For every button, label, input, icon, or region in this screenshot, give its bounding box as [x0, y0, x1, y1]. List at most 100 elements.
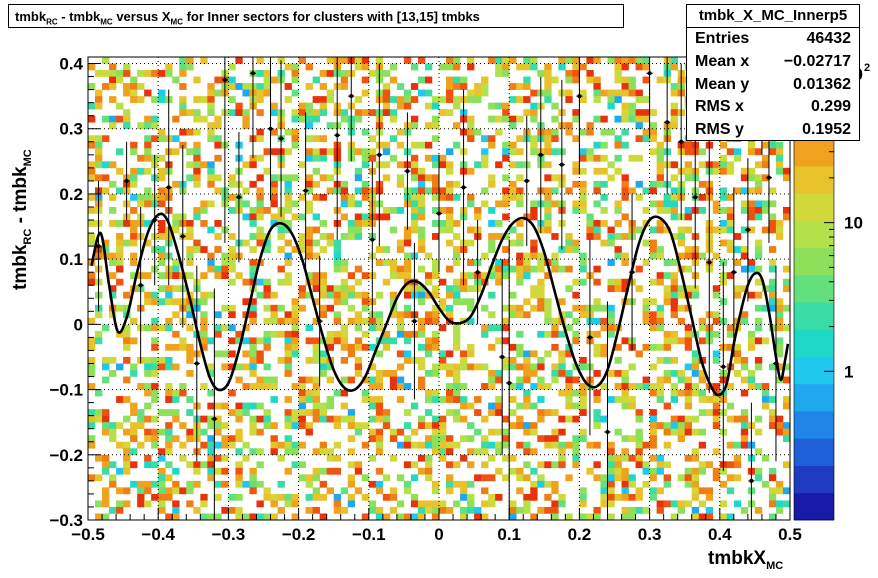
- heatmap-cell: [544, 128, 552, 136]
- heatmap-cell: [340, 213, 349, 221]
- heatmap-cell: [361, 304, 370, 312]
- heatmap-cell: [277, 480, 285, 488]
- heatmap-cell: [186, 343, 194, 351]
- heatmap-cell: [186, 246, 194, 253]
- heatmap-cell: [691, 474, 700, 482]
- heatmap-cell: [431, 259, 440, 266]
- heatmap-cell: [600, 474, 608, 482]
- heatmap-cell: [579, 389, 587, 397]
- heatmap-cell: [565, 96, 573, 103]
- heatmap-cell: [165, 317, 173, 325]
- heatmap-cell: [439, 304, 447, 312]
- heatmap-cell: [642, 109, 650, 116]
- heatmap-cell: [649, 389, 657, 397]
- heatmap-cell: [635, 122, 643, 130]
- heatmap-cell: [663, 461, 671, 469]
- heatmap-cell: [600, 343, 608, 351]
- heatmap-cell: [467, 304, 475, 312]
- heatmap-cell: [88, 83, 96, 90]
- x-tick-label: 0.4: [708, 525, 732, 544]
- heatmap-cell: [635, 428, 643, 436]
- heatmap-cell: [102, 135, 110, 143]
- heatmap-cell: [460, 383, 468, 390]
- heatmap-cell: [439, 109, 447, 116]
- heatmap-cell: [249, 213, 257, 221]
- heatmap-cell: [95, 330, 103, 338]
- heatmap-cell: [495, 324, 503, 332]
- heatmap-cell: [431, 115, 440, 123]
- heatmap-cell: [691, 448, 700, 456]
- heatmap-cell: [270, 448, 278, 456]
- heatmap-cell: [235, 428, 243, 436]
- heatmap-cell: [116, 330, 124, 338]
- heatmap-cell: [326, 363, 334, 371]
- heatmap-cell: [495, 259, 503, 266]
- heatmap-cell: [431, 272, 440, 280]
- heatmap-cell: [649, 454, 657, 462]
- heatmap-cell: [291, 298, 299, 306]
- heatmap-cell: [277, 233, 285, 240]
- heatmap-cell: [474, 128, 482, 136]
- heatmap-cell: [95, 174, 103, 182]
- heatmap-cell: [670, 109, 678, 116]
- heatmap-cell: [572, 278, 580, 286]
- heatmap-cell: [523, 402, 531, 410]
- heatmap-cell: [312, 343, 320, 351]
- heatmap-cell: [431, 513, 440, 521]
- heatmap-cell: [389, 376, 398, 384]
- heatmap-cell: [649, 435, 657, 443]
- heatmap-cell: [88, 233, 96, 240]
- heatmap-cell: [621, 63, 629, 71]
- heatmap-cell: [186, 356, 194, 364]
- heatmap-cell: [621, 89, 629, 97]
- heatmap-cell: [417, 454, 426, 462]
- heatmap-cell: [123, 239, 131, 247]
- heatmap-cell: [565, 128, 573, 136]
- heatmap-cell: [684, 174, 693, 182]
- heatmap-cell: [544, 193, 552, 201]
- heatmap-cell: [754, 291, 763, 299]
- heatmap-cell: [165, 513, 173, 521]
- heatmap-cell: [551, 500, 559, 508]
- heatmap-cell: [102, 461, 110, 469]
- heatmap-cell: [417, 376, 426, 384]
- heatmap-cell: [130, 193, 138, 201]
- heatmap-cell: [677, 415, 685, 423]
- heatmap-cell: [403, 291, 412, 299]
- heatmap-cell: [607, 474, 615, 482]
- heatmap-cell: [572, 389, 580, 397]
- profile-point: [303, 188, 308, 193]
- heatmap-cell: [249, 474, 257, 482]
- heatmap-cell: [144, 324, 152, 332]
- heatmap-cell: [333, 422, 342, 429]
- heatmap-cell: [375, 370, 384, 377]
- heatmap-cell: [768, 500, 777, 508]
- heatmap-cell: [130, 83, 138, 90]
- heatmap-cell: [368, 343, 377, 351]
- heatmap-cell: [446, 83, 454, 90]
- heatmap-cell: [200, 291, 208, 299]
- heatmap-cell: [109, 356, 117, 364]
- heatmap-cell: [775, 343, 784, 351]
- heatmap-cell: [754, 448, 763, 456]
- heatmap-cell: [165, 324, 173, 332]
- heatmap-cell: [228, 441, 236, 449]
- heatmap-cell: [446, 474, 454, 482]
- heatmap-cell: [649, 428, 657, 436]
- heatmap-cell: [733, 350, 742, 358]
- heatmap-cell: [670, 278, 678, 286]
- heatmap-cell: [354, 317, 363, 325]
- heatmap-cell: [446, 213, 454, 221]
- heatmap-cell: [537, 474, 545, 482]
- heatmap-cell: [663, 193, 671, 201]
- heatmap-cell: [439, 454, 447, 462]
- heatmap-cell: [698, 193, 707, 201]
- heatmap-cell: [446, 109, 454, 116]
- heatmap-cell: [242, 200, 250, 208]
- heatmap-cell: [565, 285, 573, 293]
- heatmap-cell: [256, 402, 264, 410]
- heatmap-cell: [474, 448, 482, 456]
- heatmap-cell: [579, 396, 587, 403]
- heatmap-cell: [347, 376, 356, 384]
- heatmap-cell: [403, 239, 412, 247]
